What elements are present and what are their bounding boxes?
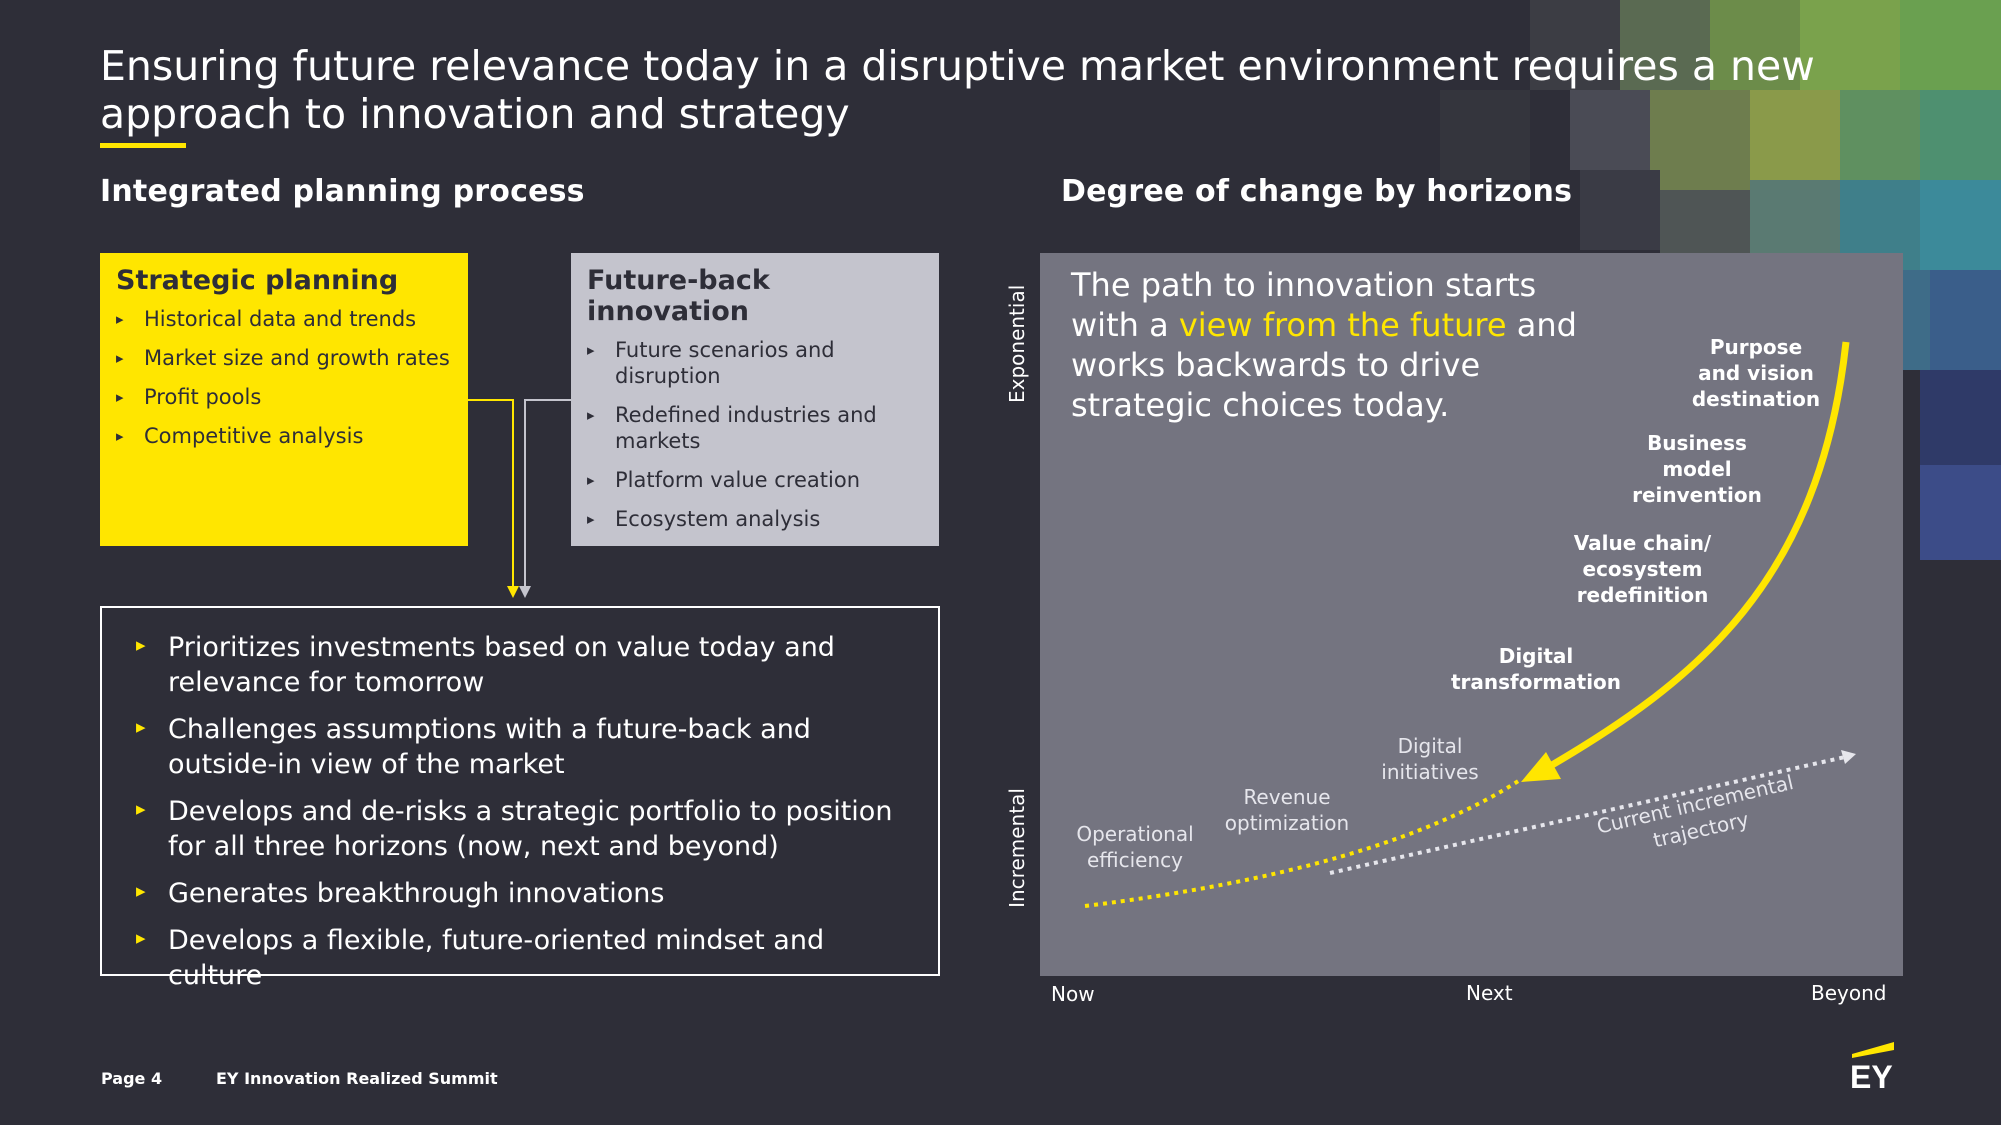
x-axis-next: Next (1466, 981, 1513, 1005)
strategic-connector (468, 399, 514, 588)
list-item: Future scenarios and disruption (587, 337, 923, 389)
future-back-list: Future scenarios and disruption Redefine… (587, 337, 923, 532)
future-back-yellow-arrow (1538, 341, 1850, 776)
note-text-end: and works backwards to drive strategic c… (1071, 306, 1577, 424)
ey-logo-text: EY (1850, 1059, 1893, 1095)
list-item: Platform value creation (587, 467, 923, 493)
strategic-arrowhead (507, 586, 519, 598)
title-underline (100, 143, 186, 148)
list-item: Redefined industries and markets (587, 402, 923, 454)
yellow-arrowhead (1521, 752, 1561, 782)
x-axis-beyond: Beyond (1811, 981, 1887, 1005)
label-digital-transformation: Digital transformation (1450, 644, 1622, 694)
label-purpose-vision: Purpose and vision destination (1691, 335, 1821, 411)
strategic-planning-box: Strategic planning Historical data and t… (100, 253, 468, 546)
list-item: Historical data and trends (116, 306, 452, 332)
list-item: Market size and growth rates (116, 345, 452, 371)
list-item: Profit pools (116, 384, 452, 410)
future-back-arrowhead (519, 586, 531, 598)
future-back-title: Future-back innovation (587, 265, 770, 327)
list-item: Ecosystem analysis (587, 506, 923, 532)
label-value-chain: Value chain/ ecosystem redefinition (1573, 531, 1712, 607)
trajectory-dotted-line (1329, 755, 1846, 875)
horizons-diagram-panel (1040, 253, 1903, 976)
strategic-planning-title: Strategic planning (116, 265, 399, 296)
trajectory-arrowhead (1841, 750, 1856, 764)
degree-of-change-heading: Degree of change by horizons (1061, 174, 1573, 209)
list-item: Develops a flexible, future-oriented min… (120, 921, 920, 993)
page-number: Page 4 (101, 1069, 163, 1088)
slide-title: Ensuring future relevance today in a dis… (100, 42, 1815, 138)
y-axis-exponential: Exponential (1005, 284, 1029, 403)
innovation-path-note: The path to innovation starts with a vie… (1071, 265, 1591, 425)
incremental-dotted-curve (1084, 778, 1522, 908)
list-item: Competitive analysis (116, 423, 452, 449)
list-item: Prioritizes investments based on value t… (120, 628, 920, 700)
ey-logo-mark (1852, 1042, 1894, 1058)
note-highlight: view from the future (1178, 306, 1507, 344)
future-back-connector (524, 399, 571, 588)
list-item: Generates breakthrough innovations (120, 874, 920, 911)
outcomes-list: Prioritizes investments based on value t… (120, 628, 920, 993)
event-name: EY Innovation Realized Summit (216, 1069, 498, 1088)
note-text-start: The path to innovation starts with a (1071, 266, 1537, 344)
x-axis-now: Now (1051, 982, 1095, 1006)
y-axis-incremental: Incremental (1005, 788, 1029, 908)
strategic-planning-list: Historical data and trends Market size a… (116, 306, 452, 449)
label-business-model: Business model reinvention (1632, 431, 1762, 507)
label-operational-efficiency: Operational efficiency (1076, 822, 1194, 872)
outcomes-box: Prioritizes investments based on value t… (100, 606, 940, 991)
integrated-planning-heading: Integrated planning process (100, 174, 585, 209)
label-revenue-optimization: Revenue optimization (1224, 785, 1350, 835)
label-digital-initiatives: Digital initiatives (1381, 734, 1479, 784)
future-back-innovation-box: Future-back innovation Future scenarios … (571, 253, 939, 546)
list-item: Develops and de-risks a strategic portfo… (120, 792, 920, 864)
ey-logo: EY (1848, 1042, 1898, 1097)
list-item: Challenges assumptions with a future-bac… (120, 710, 920, 782)
